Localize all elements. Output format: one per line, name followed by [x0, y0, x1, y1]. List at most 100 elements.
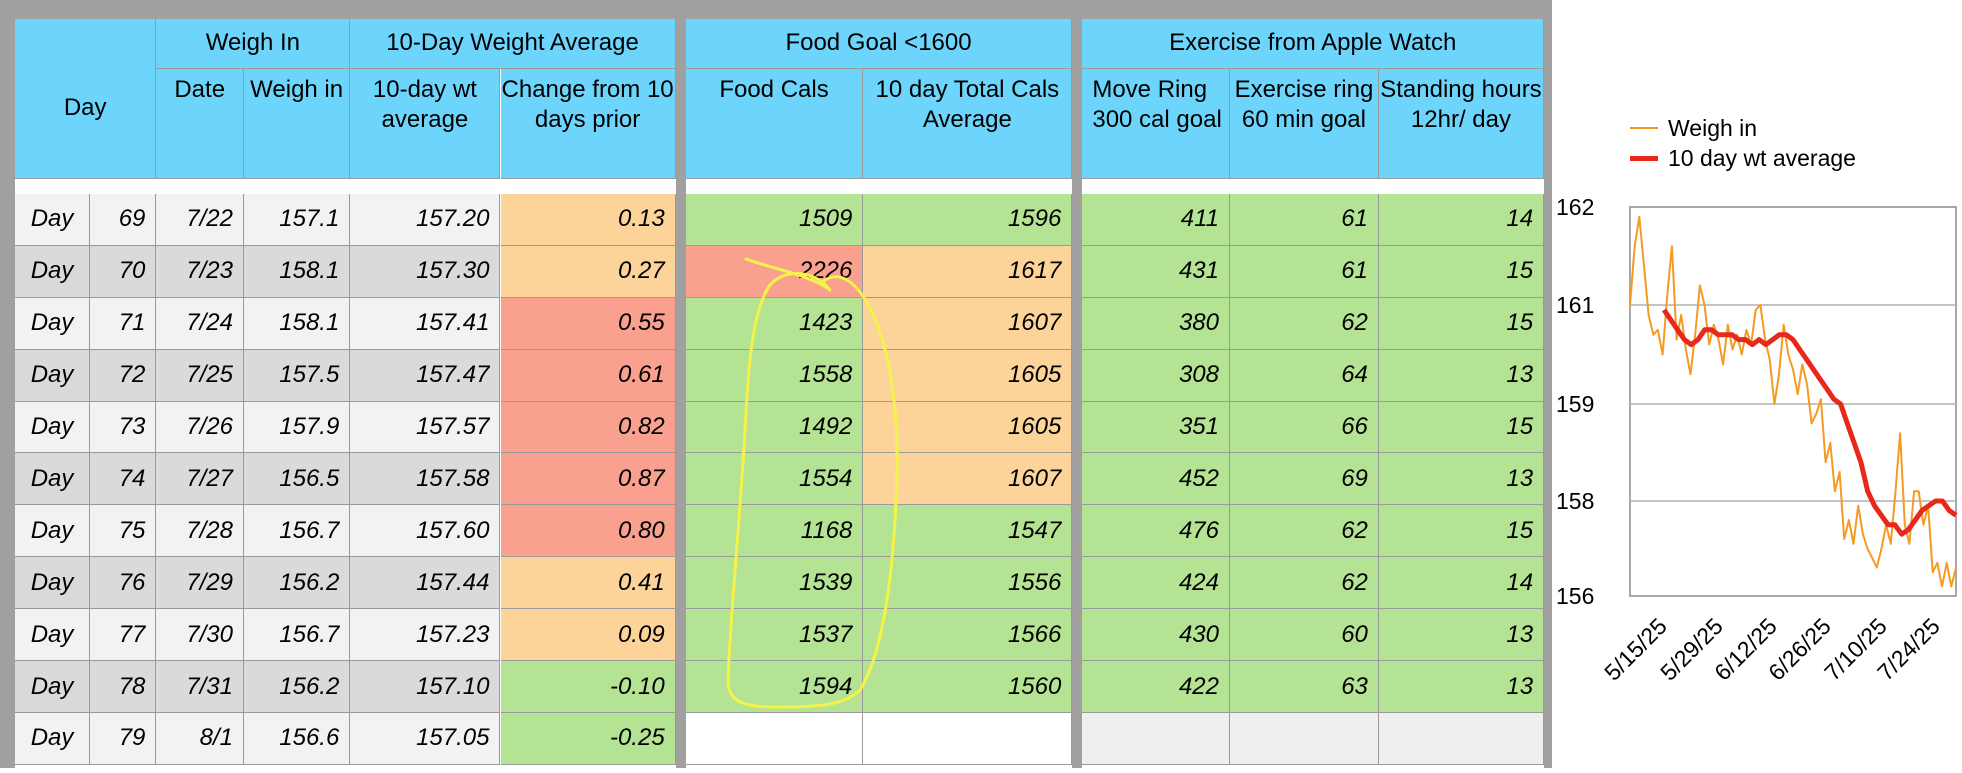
row-day-label: Day — [15, 505, 91, 558]
row-food-cals: 1492 — [685, 401, 864, 454]
row-day-number: 76 — [90, 557, 157, 610]
y-tick-label: 158 — [1556, 488, 1594, 514]
row-ten-day-average: 157.58 — [350, 453, 501, 506]
row-day-number: 79 — [90, 712, 157, 765]
row-change: 0.41 — [500, 557, 676, 610]
row-total-cals: 1547 — [863, 505, 1073, 558]
row-move-ring: 452 — [1082, 453, 1230, 506]
row-date: 7/23 — [156, 245, 244, 298]
row-move-ring: 424 — [1082, 557, 1230, 610]
row-day-number: 69 — [90, 193, 157, 246]
row-day-label: Day — [15, 245, 91, 298]
row-ten-day-average: 157.05 — [350, 712, 501, 765]
header-day-label: Day — [15, 18, 157, 179]
row-standing-hours: 13 — [1378, 349, 1545, 402]
row-day-number: 74 — [90, 453, 157, 506]
row-total-cals: 1605 — [863, 401, 1073, 454]
row-ten-day-average: 157.23 — [350, 609, 501, 662]
row-date: 7/29 — [156, 557, 244, 610]
row-exercise-ring: 61 — [1230, 193, 1379, 246]
row-food-cals: 2226 — [685, 245, 864, 298]
row-change: 0.09 — [500, 609, 676, 662]
row-date: 7/24 — [156, 297, 244, 350]
row-ten-day-average: 157.10 — [350, 661, 501, 713]
row-food-cals: 1509 — [685, 193, 864, 246]
row-total-cals: 1560 — [863, 661, 1073, 713]
row-day-label: Day — [15, 349, 91, 402]
row-weigh-in: 156.7 — [243, 505, 351, 558]
row-ten-day-average: 157.47 — [350, 349, 501, 402]
row-move-ring: 476 — [1082, 505, 1230, 558]
row-total-cals: 1607 — [863, 453, 1073, 506]
row-food-cals — [685, 712, 864, 765]
row-change: -0.10 — [500, 661, 676, 713]
row-exercise-ring: 62 — [1230, 505, 1379, 558]
row-standing-hours: 15 — [1378, 245, 1545, 298]
row-day-label: Day — [15, 557, 91, 610]
row-day-label: Day — [15, 661, 91, 713]
header-exercise-group: Exercise from Apple Watch — [1082, 18, 1545, 69]
header-exercise-ring: Exercise ring 60 min goal — [1230, 68, 1379, 179]
row-day-number: 77 — [90, 609, 157, 662]
row-standing-hours: 14 — [1378, 193, 1545, 246]
row-exercise-ring: 62 — [1230, 557, 1379, 610]
x-tick-label: 5/15/25 — [1599, 613, 1672, 686]
legend-swatch-weigh-in — [1630, 127, 1658, 129]
y-tick-label: 162 — [1556, 194, 1594, 220]
row-date: 7/26 — [156, 401, 244, 454]
row-day-number: 71 — [90, 297, 157, 350]
row-food-cals: 1423 — [685, 297, 864, 350]
row-day-label: Day — [15, 453, 91, 506]
row-food-cals: 1594 — [685, 661, 864, 713]
header-total-cals: 10 day Total Cals Average — [863, 68, 1073, 179]
row-change: 0.13 — [500, 193, 676, 246]
header-average-group: 10-Day Weight Average — [350, 18, 676, 69]
row-move-ring: 308 — [1082, 349, 1230, 402]
row-day-number: 78 — [90, 661, 157, 713]
row-date: 7/27 — [156, 453, 244, 506]
row-total-cals: 1617 — [863, 245, 1073, 298]
row-change: 0.55 — [500, 297, 676, 350]
row-day-number: 70 — [90, 245, 157, 298]
row-standing-hours: 13 — [1378, 453, 1545, 506]
header-move-ring: Move Ring 300 cal goal — [1082, 68, 1230, 179]
header-avg: 10-day wt average — [350, 68, 501, 179]
row-standing-hours: 15 — [1378, 297, 1545, 350]
y-tick-label: 156 — [1556, 583, 1594, 609]
row-day-number: 73 — [90, 401, 157, 454]
row-total-cals: 1596 — [863, 193, 1073, 246]
row-change: -0.25 — [500, 712, 676, 765]
row-move-ring — [1082, 712, 1230, 765]
header-date: Date — [156, 68, 244, 179]
row-move-ring: 422 — [1082, 661, 1230, 713]
row-weigh-in: 156.5 — [243, 453, 351, 506]
row-date: 7/31 — [156, 661, 244, 713]
row-move-ring: 351 — [1082, 401, 1230, 454]
y-tick-label: 159 — [1556, 391, 1594, 417]
row-day-label: Day — [15, 609, 91, 662]
row-date: 8/1 — [156, 712, 244, 765]
row-ten-day-average: 157.41 — [350, 297, 501, 350]
header-change: Change from 10 days prior — [500, 68, 676, 179]
row-day-number: 75 — [90, 505, 157, 558]
row-ten-day-average: 157.44 — [350, 557, 501, 610]
row-weigh-in: 157.9 — [243, 401, 351, 454]
row-day-label: Day — [15, 297, 91, 350]
row-total-cals: 1607 — [863, 297, 1073, 350]
row-weigh-in: 156.2 — [243, 557, 351, 610]
row-date: 7/25 — [156, 349, 244, 402]
y-tick-label: 161 — [1556, 292, 1594, 318]
row-move-ring: 380 — [1082, 297, 1230, 350]
row-change: 0.61 — [500, 349, 676, 402]
row-standing-hours: 13 — [1378, 661, 1545, 713]
row-standing-hours: 13 — [1378, 609, 1545, 662]
row-food-cals: 1168 — [685, 505, 864, 558]
row-weigh-in: 157.5 — [243, 349, 351, 402]
row-change: 0.82 — [500, 401, 676, 454]
row-weigh-in: 156.7 — [243, 609, 351, 662]
row-ten-day-average: 157.57 — [350, 401, 501, 454]
row-exercise-ring: 66 — [1230, 401, 1379, 454]
chart-legend: Weigh in 10 day wt average — [1630, 113, 1856, 173]
series-ten-day-average — [1661, 308, 1958, 537]
row-exercise-ring: 64 — [1230, 349, 1379, 402]
